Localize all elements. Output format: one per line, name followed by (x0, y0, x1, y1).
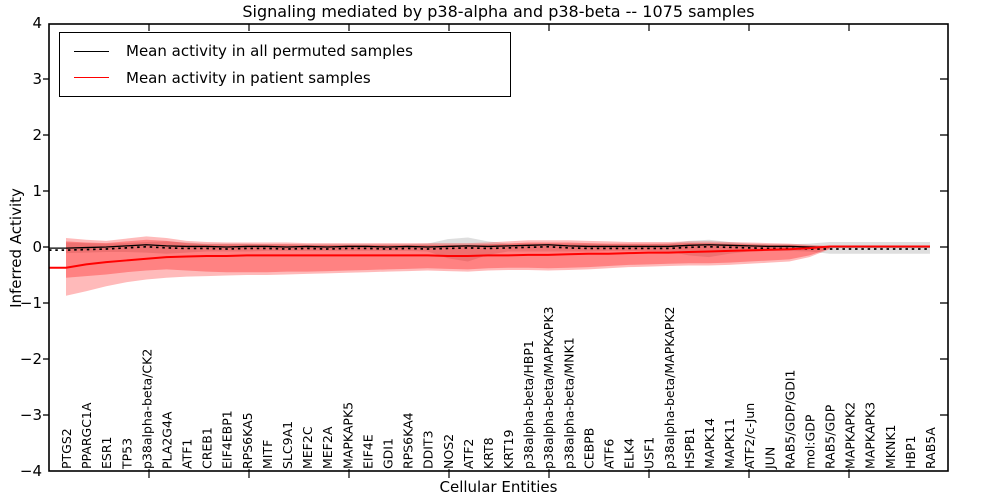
x-tick-label: RPS6KA4 (401, 412, 416, 469)
x-tick-label: HBP1 (903, 436, 918, 469)
y-tick-label: −3 (20, 406, 42, 424)
x-tick-label: JUN (762, 447, 777, 470)
y-tick-label: −2 (20, 350, 42, 368)
x-tick-label: EIF4EBP1 (220, 410, 235, 469)
x-tick-label: MAPK14 (702, 418, 717, 469)
x-tick-label: MEF2C (300, 426, 315, 469)
x-tick-label: ELK4 (622, 438, 637, 469)
x-tick-label: TP53 (119, 438, 134, 470)
series-line-permuted (49, 244, 930, 249)
x-tick-label: MAPKAPK5 (340, 402, 355, 469)
legend-label-patient: Mean activity in patient samples (126, 68, 371, 87)
legend: Mean activity in all permuted samples Me… (59, 32, 511, 97)
x-tick-label: p38alpha-beta/MAPKAPK2 (662, 307, 677, 470)
x-tick-label: PTGS2 (59, 428, 74, 469)
legend-entry-permuted: Mean activity in all permuted samples (74, 42, 510, 60)
x-tick-label: EIF4E (360, 434, 375, 469)
x-tick-label: USF1 (642, 437, 657, 469)
x-tick-label: p38alpha-beta/MAPKAPK3 (541, 307, 556, 470)
y-tick-label: 4 (32, 14, 42, 32)
x-tick-label: DDIT3 (421, 430, 436, 469)
x-tick-label: KRT19 (501, 429, 516, 469)
x-tick-label: p38alpha-beta/CK2 (139, 349, 154, 469)
chart-title: Signaling mediated by p38-alpha and p38-… (242, 2, 755, 21)
x-tick-label: MKNK1 (883, 425, 898, 469)
x-tick-label: ESR1 (99, 437, 114, 469)
band-patient-samples-range-outer (66, 236, 830, 296)
x-tick-label: MAPKAPK2 (843, 402, 858, 469)
x-tick-label: RAB5/GDP (823, 404, 838, 469)
x-tick-label: ATF2/c-Jun (742, 403, 757, 469)
x-tick-label: CEBPB (581, 428, 596, 469)
x-tick-label: RPS6KA5 (240, 412, 255, 469)
legend-line-swatch-permuted (74, 50, 109, 52)
legend-entry-patient: Mean activity in patient samples (74, 69, 510, 87)
y-tick-label: 2 (32, 126, 42, 144)
x-tick-label: mol:GDP (802, 414, 817, 469)
y-tick-label: −1 (20, 294, 42, 312)
x-tick-label: CREB1 (200, 427, 215, 469)
x-tick-label: MAPKAPK3 (863, 402, 878, 469)
x-tick-label: KRT8 (481, 437, 496, 469)
x-tick-label: RAB5A (923, 427, 938, 469)
legend-label-permuted: Mean activity in all permuted samples (126, 42, 413, 61)
x-tick-label: HSPB1 (682, 428, 697, 469)
x-tick-label: ATF1 (180, 439, 195, 469)
legend-line-swatch-patient (74, 77, 109, 79)
x-tick-label: SLC9A1 (280, 421, 295, 469)
x-tick-label: p38alpha-beta/MNK1 (561, 337, 576, 469)
y-tick-label: 0 (32, 238, 42, 256)
x-tick-label: ATF6 (602, 439, 617, 469)
x-tick-label: RAB5/GDP/GDI1 (782, 370, 797, 469)
y-tick-label: 3 (32, 70, 42, 88)
x-tick-label: p38alpha-beta/HBP1 (521, 340, 536, 469)
x-tick-label: GDI1 (380, 438, 395, 469)
x-tick-label: NOS2 (441, 434, 456, 469)
x-tick-label: PLA2G4A (159, 411, 174, 469)
x-tick-label: MEF2A (320, 426, 335, 469)
band-permuted-samples-range (66, 237, 930, 262)
x-tick-label: ATF2 (461, 439, 476, 469)
series-line-patient (49, 245, 930, 269)
y-tick-label: 1 (32, 182, 42, 200)
x-tick-label: PPARGC1A (79, 402, 94, 469)
x-tick-label: MITF (260, 440, 275, 469)
x-axis-label: Cellular Entities (439, 478, 558, 496)
x-tick-label: MAPK11 (722, 418, 737, 469)
y-tick-label: −4 (20, 462, 42, 480)
